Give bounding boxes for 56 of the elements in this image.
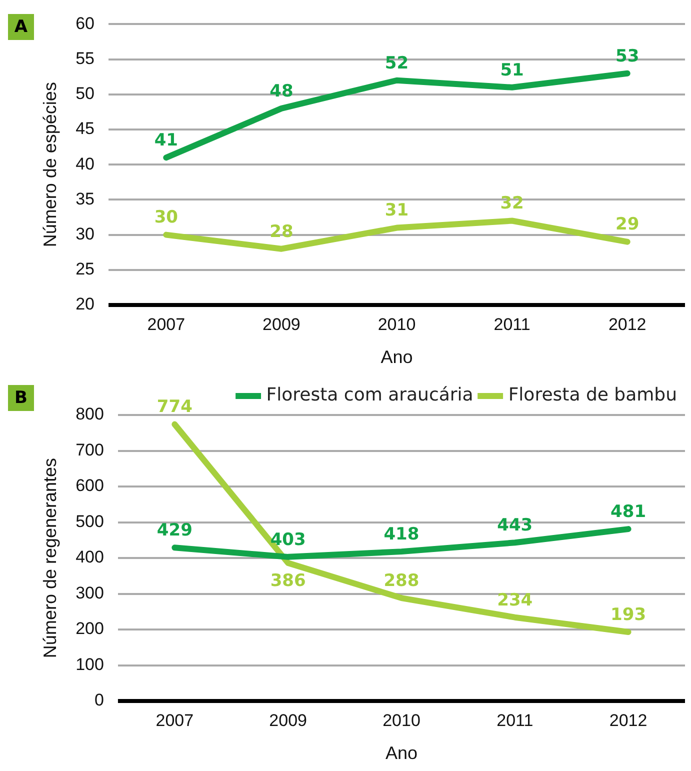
data-label: 28 [270,222,294,242]
y-tick-label: 300 [76,583,104,602]
y-tick-label: 40 [76,154,95,174]
x-tick-label: 2010 [382,710,420,730]
y-tick-label: 700 [76,440,104,460]
y-tick-label: 30 [76,224,95,244]
y-tick-label: 45 [76,119,95,138]
data-label: 48 [270,81,294,102]
x-tick-label: 2009 [269,710,307,730]
y-axis-title: Número de regenerantes [40,458,60,658]
y-tick-label: 100 [76,654,104,674]
data-label: 234 [497,590,533,610]
legend-label: Floresta de bambu [508,384,678,406]
data-label: 32 [500,194,524,214]
data-label: 429 [156,520,192,541]
data-label: 774 [156,397,193,418]
y-tick-label: 600 [76,476,104,496]
y-tick-label: 55 [76,48,95,68]
x-tick-label: 2007 [147,314,186,334]
data-label: 193 [610,604,646,625]
x-tick-label: 2007 [156,710,194,730]
x-axis-title: Ano [385,743,418,764]
y-tick-label: 20 [76,294,95,314]
data-label: 30 [154,208,178,228]
x-tick-label: 2012 [609,710,648,730]
data-label: 52 [384,53,409,74]
y-tick-label: 800 [76,404,104,424]
y-tick-label: 50 [76,84,95,104]
data-label: 31 [384,200,409,221]
y-tick-label: 200 [76,619,104,638]
data-label: 481 [610,502,646,522]
data-label: 403 [270,530,306,550]
y-tick-label: 25 [76,260,95,279]
data-label: 386 [270,570,306,591]
y-tick-label: 400 [76,548,104,567]
y-axis-title: Número de espécies [40,82,60,248]
data-label: 41 [154,130,178,150]
chart-title: A [8,14,34,40]
chart-title: B [8,385,34,411]
y-tick-label: 500 [76,512,104,531]
data-label: 51 [500,60,524,80]
y-tick-label: 60 [76,14,95,33]
data-label: 53 [616,46,640,66]
y-tick-label: 35 [76,189,95,208]
y-tick-label: 0 [94,690,104,710]
x-tick-label: 2012 [608,314,646,334]
legend-label: Floresta com araucária [266,384,474,406]
data-label: 418 [384,524,420,544]
data-label: 443 [497,516,533,536]
data-label: 29 [616,214,640,235]
data-label: 288 [384,570,420,591]
x-tick-label: 2009 [262,314,300,334]
x-axis-title: Ano [380,347,413,368]
x-tick-label: 2010 [378,314,416,334]
x-tick-label: 2011 [496,710,534,730]
x-tick-label: 2011 [494,314,530,334]
